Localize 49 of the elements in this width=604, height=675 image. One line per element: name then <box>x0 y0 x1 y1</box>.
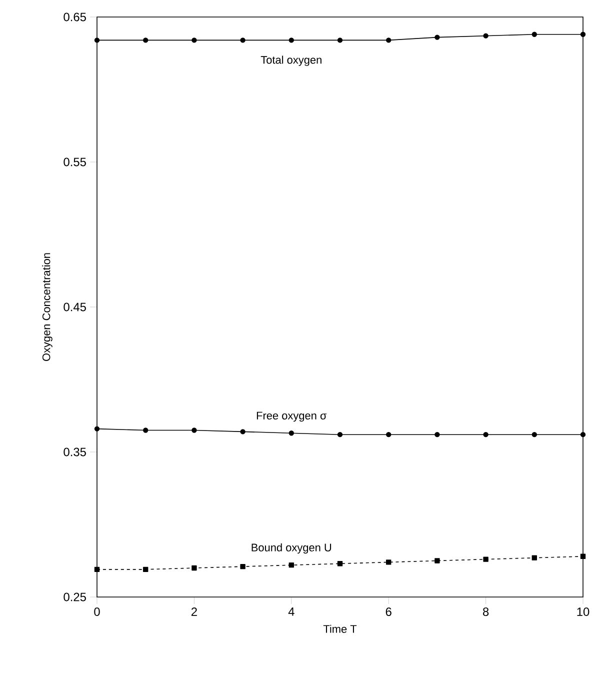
x-tick-label: 0 <box>94 608 100 616</box>
x-axis-title: Time T <box>323 624 357 633</box>
point <box>386 432 392 438</box>
x-tick-label: 2 <box>191 608 197 616</box>
point <box>288 430 294 436</box>
x-tick-label: 10 <box>577 608 590 616</box>
point <box>434 432 440 438</box>
point <box>143 38 148 43</box>
point <box>483 556 488 562</box>
point <box>386 38 392 43</box>
point <box>483 432 488 438</box>
point <box>434 34 440 40</box>
point <box>94 566 100 572</box>
point <box>483 33 488 38</box>
x-tick-label: 8 <box>482 608 489 616</box>
series-label: Bound oxygen U <box>252 543 332 554</box>
point <box>337 38 343 43</box>
point <box>337 561 343 566</box>
y-tick-label: 0.45 <box>64 302 86 312</box>
point <box>288 38 294 43</box>
point <box>532 32 537 37</box>
point <box>143 428 148 433</box>
point <box>94 426 100 432</box>
y-tick-label: 0.35 <box>64 448 86 456</box>
point <box>192 38 197 43</box>
point <box>532 555 537 560</box>
point <box>337 432 343 438</box>
point <box>192 428 197 433</box>
y-tick-label: 0.25 <box>64 592 86 602</box>
point <box>94 38 100 43</box>
point <box>580 554 586 559</box>
series-label: Free oxygen σ <box>256 412 327 422</box>
x-tick-label: 4 <box>288 608 294 616</box>
point <box>580 432 586 438</box>
point <box>240 38 246 43</box>
point <box>240 564 246 570</box>
y-tick-label: 0.65 <box>64 12 86 22</box>
point <box>143 566 148 572</box>
point <box>192 565 197 571</box>
point <box>240 429 246 434</box>
y-axis-title: Oxygen Concentration <box>42 253 52 361</box>
point <box>386 560 392 565</box>
y-tick-label: 0.55 <box>64 158 86 166</box>
series-label: Total oxygen <box>260 56 322 66</box>
point <box>580 32 586 37</box>
point <box>434 558 440 564</box>
point <box>532 432 537 438</box>
x-tick-label: 6 <box>386 608 392 616</box>
point <box>288 562 294 568</box>
